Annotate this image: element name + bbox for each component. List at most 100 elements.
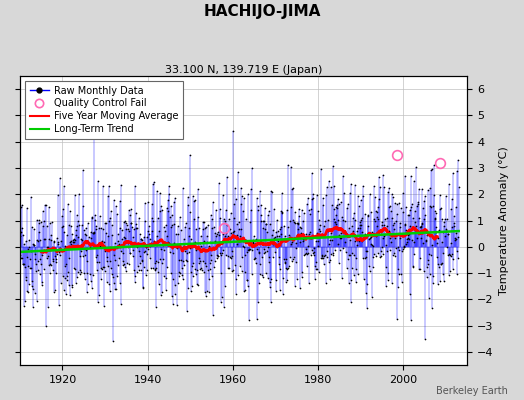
Point [185, 152, 194, 158]
Point [209, 264, 217, 270]
Point [56, 244, 64, 251]
Point [314, 243, 322, 249]
Point [121, 264, 129, 270]
Point [446, 252, 455, 259]
Point [179, 185, 188, 191]
Point [441, 225, 450, 232]
Point [424, 295, 433, 301]
Point [431, 208, 440, 214]
Point [268, 189, 276, 196]
Point [148, 201, 156, 207]
Text: HACHIJO-JIMA: HACHIJO-JIMA [203, 4, 321, 19]
Point [374, 250, 383, 256]
Point [401, 221, 410, 227]
Point [259, 246, 268, 252]
Point [66, 239, 74, 246]
Point [225, 216, 233, 222]
Point [305, 280, 314, 286]
Point [82, 270, 91, 276]
Point [193, 281, 201, 288]
Point [326, 257, 334, 264]
Point [26, 256, 35, 262]
Point [348, 265, 357, 271]
Point [150, 237, 158, 244]
Point [38, 279, 46, 285]
Point [354, 225, 362, 231]
Point [218, 240, 226, 246]
Point [279, 275, 287, 281]
Point [155, 281, 163, 287]
Point [424, 257, 432, 263]
Point [383, 248, 391, 254]
Point [336, 247, 344, 254]
Point [421, 237, 430, 243]
Point [151, 260, 159, 266]
Point [200, 219, 209, 226]
Point [176, 214, 184, 220]
Point [346, 181, 355, 187]
Point [320, 223, 329, 229]
Point [118, 227, 126, 233]
Point [394, 284, 402, 290]
Point [436, 205, 445, 211]
Point [210, 224, 218, 230]
Point [110, 252, 118, 258]
Point [408, 237, 416, 244]
Point [100, 264, 108, 270]
Point [63, 272, 72, 279]
Point [114, 242, 123, 248]
Point [62, 291, 70, 297]
Point [361, 231, 369, 238]
Point [218, 250, 226, 257]
Point [106, 258, 115, 265]
Point [289, 217, 298, 223]
Point [244, 283, 253, 289]
Point [347, 299, 356, 305]
Point [205, 276, 213, 282]
Point [168, 293, 177, 299]
Point [19, 232, 27, 238]
Point [104, 193, 112, 200]
Point [431, 210, 440, 217]
Point [204, 267, 212, 273]
Point [107, 265, 115, 271]
Point [287, 164, 295, 170]
Point [282, 264, 290, 271]
Point [244, 191, 252, 197]
Point [170, 198, 178, 205]
Point [81, 231, 89, 238]
Point [136, 231, 144, 238]
Point [58, 213, 66, 219]
Point [36, 237, 45, 244]
Point [385, 204, 393, 210]
Point [203, 288, 211, 294]
Point [155, 228, 163, 235]
Point [420, 268, 428, 274]
Point [375, 228, 383, 235]
Point [316, 228, 325, 234]
Point [41, 201, 50, 208]
Point [333, 205, 341, 211]
Point [335, 260, 344, 266]
Point [20, 297, 29, 304]
Point [110, 197, 118, 203]
Point [190, 216, 198, 222]
Point [206, 252, 215, 258]
Point [439, 270, 447, 277]
Point [33, 298, 41, 304]
Point [144, 228, 152, 234]
Point [322, 184, 331, 191]
Point [264, 212, 272, 218]
Point [102, 279, 111, 286]
Point [77, 269, 85, 275]
Point [156, 208, 164, 215]
Point [315, 232, 324, 238]
Point [105, 214, 114, 221]
Point [303, 200, 311, 207]
Point [136, 267, 145, 273]
Point [376, 254, 384, 261]
Point [248, 271, 256, 278]
Point [157, 203, 165, 210]
Point [46, 220, 54, 226]
Point [380, 233, 389, 239]
